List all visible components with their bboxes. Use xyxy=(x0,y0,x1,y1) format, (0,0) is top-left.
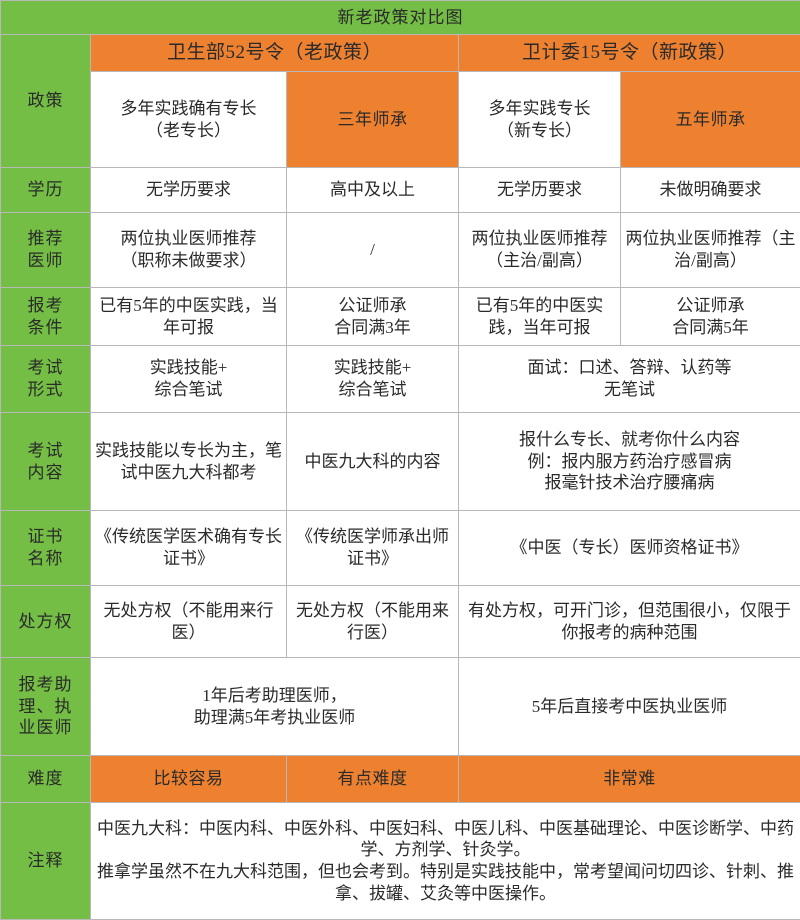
row-header-recommend-doctor: 推荐 医师 xyxy=(0,212,91,288)
cell-difficulty-old-shicheng: 有点难度 xyxy=(286,755,459,803)
group-header-new-policy: 卫计委15号令（新政策） xyxy=(458,33,800,73)
cell-apply-new-shicheng: 公证师承 合同满5年 xyxy=(620,287,800,346)
cell-exam-format-old-zhuanchang: 实践技能+ 综合笔试 xyxy=(90,345,287,413)
table-row-difficulty: 难度 比较容易 有点难度 非常难 xyxy=(0,755,800,803)
table-row-apply-condition: 报考 条件 已有5年的中医实践，当年可报 公证师承 合同满3年 已有5年的中医实践，… xyxy=(0,287,800,346)
cell-assistant-new: 5年后直接考中医执业医师 xyxy=(458,657,800,756)
cell-recommend-old-zhuanchang: 两位执业医师推荐 （职称未做要求） xyxy=(90,212,287,288)
table-row-notes: 注释 中医九大科：中医内科、中医外科、中医妇科、中医儿科、中医基础理论、中医诊断… xyxy=(0,802,800,920)
notes-line-2: 推拿学虽然不在九大科范围，但也会考到。特别是实践技能中，常考望闻问切四诊、针刺、… xyxy=(97,862,794,903)
cell-notes: 中医九大科：中医内科、中医外科、中医妇科、中医儿科、中医基础理论、中医诊断学、中… xyxy=(90,802,800,920)
row-header-prescription-right: 处方权 xyxy=(0,585,91,658)
cell-prescription-old-shicheng: 无处方权（不能用来行医） xyxy=(286,585,459,658)
cell-education-old-zhuanchang: 无学历要求 xyxy=(90,167,287,213)
table-row-exam-content: 考试 内容 实践技能以专长为主，笔试中医九大科都考 中医九大科的内容 报什么专长、… xyxy=(0,412,800,511)
cell-recommend-old-shicheng: / xyxy=(286,212,459,288)
row-header-difficulty: 难度 xyxy=(0,755,91,803)
row-header-exam-content: 考试 内容 xyxy=(0,412,91,511)
cell-difficulty-old-zhuanchang: 比较容易 xyxy=(90,755,287,803)
cell-apply-new-zhuanchang: 已有5年的中医实践，当年可报 xyxy=(458,287,621,346)
cell-certificate-new: 《中医（专长）医师资格证书》 xyxy=(458,510,800,586)
table-row-title: 新老政策对比图 xyxy=(0,0,800,35)
column-header-old-zhuanchang: 多年实践确有专长 （老专长） xyxy=(90,71,287,168)
cell-assistant-old: 1年后考助理医师， 助理满5年考执业医师 xyxy=(90,657,459,756)
cell-exam-format-new: 面试：口述、答辩、认药等 无笔试 xyxy=(458,345,800,413)
cell-difficulty-new: 非常难 xyxy=(458,755,800,803)
table-row-policy-columns: 多年实践确有专长 （老专长） 三年师承 多年实践专长 （新专长） 五年师承 xyxy=(1,71,800,168)
notes-line-1: 中医九大科：中医内科、中医外科、中医妇科、中医儿科、中医基础理论、中医诊断学、中… xyxy=(97,818,794,860)
table-row-education: 学历 无学历要求 高中及以上 无学历要求 未做明确要求 xyxy=(0,167,800,213)
cell-exam-format-old-shicheng: 实践技能+ 综合笔试 xyxy=(286,345,459,413)
cell-exam-content-new: 报什么专长、就考你什么内容 例：报内服方药治疗感冒病 报毫针技术治疗腰痛病 xyxy=(458,412,800,511)
cell-recommend-new-zhuanchang: 两位执业医师推荐（主治/副高） xyxy=(458,212,621,288)
cell-apply-old-shicheng: 公证师承 合同满3年 xyxy=(286,287,459,346)
cell-recommend-new-shicheng: 两位执业医师推荐（主治/副高） xyxy=(620,212,800,288)
table-row-recommend-doctor: 推荐 医师 两位执业医师推荐 （职称未做要求） / 两位执业医师推荐（主治/副高） … xyxy=(0,212,800,288)
table-row-certificate-name: 证书 名称 《传统医学医术确有专长证书》 《传统医学师承出师证书》 《中医（专长）… xyxy=(0,510,800,586)
row-header-certificate-name: 证书 名称 xyxy=(0,510,91,586)
table-row-policy-group: 政策 卫生部52号令（老政策） 卫计委15号令（新政策） xyxy=(0,33,800,169)
row-header-apply-condition: 报考 条件 xyxy=(0,287,91,346)
column-header-new-zhuanchang: 多年实践专长 （新专长） xyxy=(458,71,621,168)
cell-education-old-shicheng: 高中及以上 xyxy=(286,167,459,213)
column-header-new-shicheng: 五年师承 xyxy=(620,71,800,168)
row-header-policy: 政策 xyxy=(0,33,91,169)
row-header-exam-format: 考试 形式 xyxy=(0,345,91,413)
row-header-education: 学历 xyxy=(0,167,91,213)
table-row-assistant-practicing: 报考助 理、执 业医师 1年后考助理医师， 助理满5年考执业医师 5年后直接考中医执业… xyxy=(0,657,800,756)
cell-certificate-old-zhuanchang: 《传统医学医术确有专长证书》 xyxy=(90,510,287,586)
page-title: 新老政策对比图 xyxy=(0,0,800,35)
row-header-notes: 注释 xyxy=(0,802,91,920)
cell-apply-old-zhuanchang: 已有5年的中医实践，当年可报 xyxy=(90,287,287,346)
row-header-assistant-practicing: 报考助 理、执 业医师 xyxy=(0,657,91,756)
group-header-old-policy: 卫生部52号令（老政策） xyxy=(90,33,459,73)
cell-prescription-old-zhuanchang: 无处方权（不能用来行医） xyxy=(90,585,287,658)
cell-prescription-new: 有处方权，可开门诊，但范围很小，仅限于你报考的病种范围 xyxy=(458,585,800,658)
cell-exam-content-old-zhuanchang: 实践技能以专长为主，笔试中医九大科都考 xyxy=(90,412,287,511)
cell-exam-content-old-shicheng: 中医九大科的内容 xyxy=(286,412,459,511)
cell-certificate-old-shicheng: 《传统医学师承出师证书》 xyxy=(286,510,459,586)
table-row-exam-format: 考试 形式 实践技能+ 综合笔试 实践技能+ 综合笔试 面试：口述、答辩、认药等 无笔试 xyxy=(0,345,800,413)
cell-education-new-shicheng: 未做明确要求 xyxy=(620,167,800,213)
cell-education-new-zhuanchang: 无学历要求 xyxy=(458,167,621,213)
column-header-old-shicheng: 三年师承 xyxy=(286,71,459,168)
table-row-prescription-right: 处方权 无处方权（不能用来行医） 无处方权（不能用来行医） 有处方权，可开门诊，… xyxy=(0,585,800,658)
